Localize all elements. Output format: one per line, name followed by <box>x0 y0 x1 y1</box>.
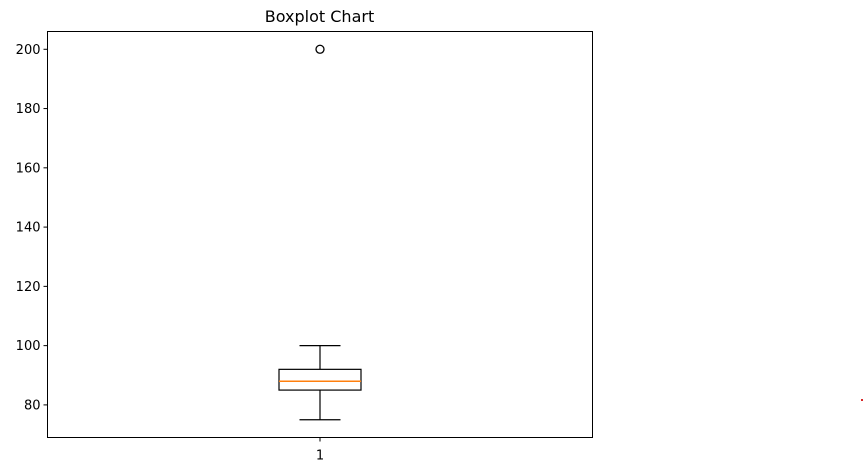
y-tick-label: 100 <box>16 339 41 354</box>
box-iqr <box>278 368 362 391</box>
y-tick-label: 180 <box>16 102 41 117</box>
x-tick-label: 1 <box>316 449 324 464</box>
y-tick-label: 140 <box>16 221 41 236</box>
boxes <box>278 44 362 421</box>
outlier-point <box>315 44 325 54</box>
y-tick-label: 80 <box>24 398 41 413</box>
y-axis: 80 100 120 140 160 180 200 <box>16 43 48 413</box>
stray-mark <box>861 399 863 401</box>
x-axis: 1 <box>316 437 324 464</box>
y-tick-label: 160 <box>16 161 41 176</box>
y-tick-label: 200 <box>16 43 41 58</box>
y-tick-label: 120 <box>16 280 41 295</box>
chart-title: Boxplot Chart <box>265 7 374 26</box>
plot-frame <box>47 31 593 438</box>
